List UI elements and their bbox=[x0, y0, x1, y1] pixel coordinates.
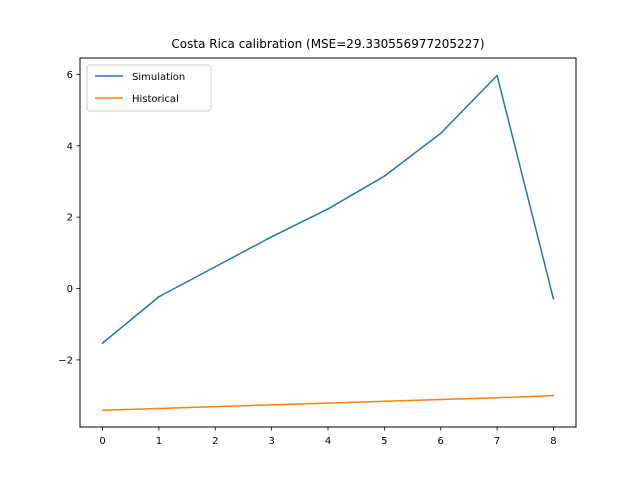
legend-label: Simulation bbox=[132, 72, 185, 83]
y-axis: −2 0 2 4 6 bbox=[58, 70, 80, 366]
data-point-1-1 bbox=[158, 407, 160, 410]
chart-title: Costa Rica calibration (MSE=29.330556977… bbox=[171, 37, 484, 51]
x-tick-label: 7 bbox=[494, 436, 500, 447]
x-tick-label: 8 bbox=[550, 436, 556, 447]
series-layer bbox=[101, 74, 555, 412]
y-tick-label: 4 bbox=[67, 141, 73, 152]
data-point-0-5 bbox=[383, 175, 386, 177]
data-point-1-0 bbox=[101, 409, 104, 412]
x-tick-label: 1 bbox=[156, 436, 162, 447]
x-tick-label: 0 bbox=[99, 436, 105, 447]
legend-label: Historical bbox=[132, 94, 179, 105]
data-point-0-1 bbox=[158, 295, 160, 298]
x-tick-label: 3 bbox=[268, 436, 274, 447]
data-point-0-0 bbox=[101, 342, 104, 344]
data-point-0-3 bbox=[270, 235, 273, 238]
data-point-1-5 bbox=[383, 400, 386, 403]
data-point-1-3 bbox=[270, 404, 273, 406]
data-point-1-8 bbox=[552, 394, 555, 397]
x-tick-label: 6 bbox=[438, 436, 444, 447]
y-tick-label: 2 bbox=[67, 213, 73, 224]
data-point-0-2 bbox=[214, 265, 217, 268]
data-point-1-7 bbox=[496, 396, 498, 399]
data-point-0-8 bbox=[552, 298, 555, 300]
x-tick-label: 2 bbox=[212, 436, 218, 447]
y-tick-label: 0 bbox=[67, 284, 73, 295]
legend: Simulation Historical bbox=[86, 64, 212, 112]
data-point-1-4 bbox=[327, 402, 329, 404]
data-point-1-6 bbox=[439, 398, 442, 401]
data-point-0-4 bbox=[327, 208, 329, 210]
data-point-0-7 bbox=[496, 74, 498, 77]
y-tick-label: −2 bbox=[58, 355, 73, 366]
y-tick-label: 6 bbox=[67, 70, 73, 81]
data-point-1-2 bbox=[214, 405, 217, 408]
x-axis: 0 1 2 3 4 5 6 7 8 bbox=[99, 427, 557, 447]
plot-frame bbox=[79, 57, 577, 428]
x-tick-label: 5 bbox=[381, 436, 387, 447]
x-tick-label: 4 bbox=[325, 436, 331, 447]
data-point-0-6 bbox=[439, 132, 442, 135]
